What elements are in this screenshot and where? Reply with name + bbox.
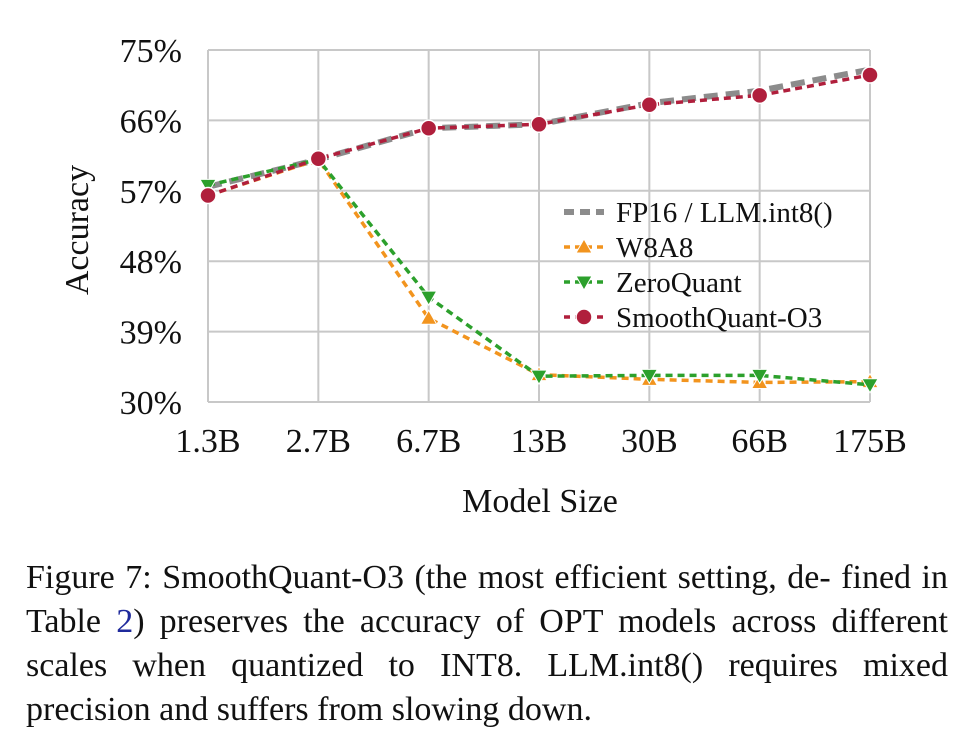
legend-marker: [575, 275, 593, 292]
series-smoothquant-o3: [199, 66, 879, 205]
legend-entry: ZeroQuant: [564, 267, 742, 299]
data-point: [640, 96, 659, 114]
x-tick-label: 30B: [621, 423, 678, 460]
x-tick-label: 6.7B: [396, 423, 461, 460]
y-tick-label: 30%: [120, 385, 182, 422]
data-point: [309, 149, 328, 168]
legend: FP16 / LLM.int8()W8A8ZeroQuantSmoothQuan…: [564, 197, 833, 334]
data-point: [199, 186, 217, 205]
caption-tail: ) preserves the accuracy of OPT models a…: [26, 603, 948, 728]
data-point: [750, 368, 769, 385]
x-tick-label: 1.3B: [175, 423, 240, 460]
x-tick-label: 13B: [511, 423, 568, 460]
figure-caption: Figure 7: SmoothQuant-O3 (the most effic…: [26, 556, 948, 732]
legend-entry: W8A8: [564, 232, 693, 264]
data-point: [861, 66, 879, 84]
series-layer: [199, 66, 879, 394]
data-point: [199, 178, 217, 195]
x-tick-label: 175B: [833, 423, 907, 460]
y-axis-label: Accuracy: [59, 165, 96, 295]
x-tick-labels: 1.3B 2.7B 6.7B 13B 30B 66B 175B: [175, 423, 906, 460]
accuracy-chart: 30% 39% 48% 57% 66% 75% 1.3B 2.7B 6.7B 13B 30B 66B…: [59, 33, 907, 520]
legend-label: SmoothQuant-O3: [616, 302, 822, 334]
y-tick-label: 57%: [120, 174, 182, 211]
x-axis-label: Model Size: [462, 483, 618, 520]
legend-label: W8A8: [616, 232, 693, 264]
caption-lead: Figure 7: SmoothQuant-O3 (the most effic…: [26, 559, 948, 640]
legend-marker: [575, 308, 593, 326]
data-point: [419, 119, 438, 137]
y-tick-label: 75%: [120, 33, 182, 70]
data-point: [419, 290, 438, 307]
y-tick-label: 39%: [120, 315, 182, 352]
legend-marker: [575, 237, 593, 254]
data-point: [419, 309, 438, 325]
data-point: [530, 369, 548, 386]
legend-entry: SmoothQuant-O3: [564, 302, 822, 334]
data-point: [530, 115, 548, 134]
data-point: [640, 368, 659, 385]
data-point: [861, 378, 879, 394]
legend-label: FP16 / LLM.int8(): [616, 197, 833, 229]
legend-label: ZeroQuant: [616, 267, 742, 299]
x-tick-label: 66B: [731, 423, 788, 460]
y-tick-label: 66%: [120, 103, 182, 140]
y-tick-label: 48%: [120, 244, 182, 281]
y-tick-labels: 30% 39% 48% 57% 66% 75%: [120, 33, 182, 422]
data-point: [750, 86, 769, 105]
x-tick-label: 2.7B: [286, 423, 351, 460]
table-reference-link[interactable]: 2: [116, 603, 134, 640]
legend-entry: FP16 / LLM.int8(): [564, 197, 833, 229]
